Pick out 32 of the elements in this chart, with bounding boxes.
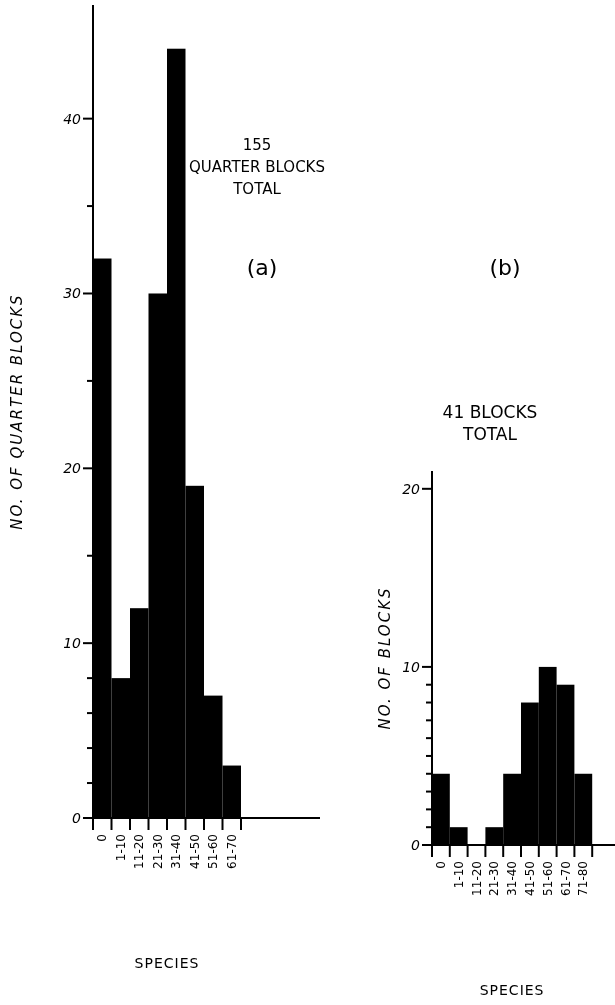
y-tick-label: 20 — [63, 460, 82, 477]
x-tick-label: 1-10 — [451, 861, 466, 889]
x-tick-label: 31-40 — [169, 834, 184, 869]
y-tick-label: 0 — [72, 809, 82, 826]
text: 155 QUARTER BLOCKS TOTAL — [189, 136, 325, 198]
x-tick-label: 71-80 — [576, 861, 591, 896]
x-tick-label: 61-70 — [558, 861, 573, 896]
y-tick-label: 10 — [402, 658, 421, 675]
x-tick-label: 41-50 — [187, 834, 202, 869]
y-tick-label: 10 — [63, 635, 82, 652]
x-tick-label: 21-30 — [150, 834, 165, 869]
text: (a) — [246, 255, 278, 280]
x-tick-label: 31-40 — [505, 861, 520, 896]
x-axis-title: SPECIES — [134, 955, 200, 971]
x-axis-title: SPECIES — [479, 982, 545, 998]
x-tick-label: 11-20 — [469, 861, 484, 896]
x-tick-label: 41-50 — [522, 861, 537, 896]
x-tick-label: 51-60 — [206, 834, 221, 869]
x-tick-label: 51-60 — [540, 861, 555, 896]
y-tick-label: 20 — [402, 480, 421, 497]
x-tick-label: 0 — [433, 861, 448, 869]
y-tick-label: 30 — [63, 285, 82, 302]
x-tick-label: 61-70 — [224, 834, 239, 869]
x-tick-label: 21-30 — [487, 861, 502, 896]
text: (b) — [489, 255, 521, 280]
chart-title: 41 BLOCKS TOTAL — [442, 402, 538, 444]
y-tick-label: 40 — [63, 110, 82, 127]
x-tick-label: 1-10 — [113, 834, 128, 862]
x-tick-label: 11-20 — [132, 834, 147, 869]
x-tick-label: 0 — [95, 834, 110, 842]
y-axis-title: NO. OF QUARTER BLOCKS — [8, 293, 26, 530]
y-axis-title: NO. OF BLOCKS — [376, 586, 394, 730]
